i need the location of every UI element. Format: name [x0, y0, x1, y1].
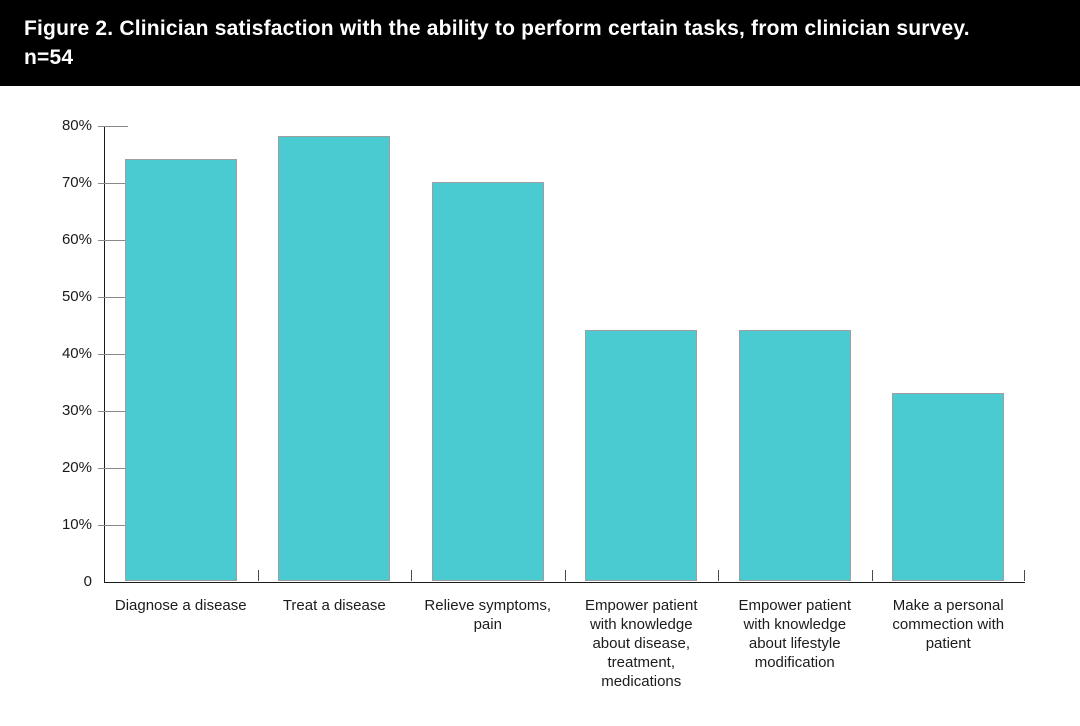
y-tick-label: 30%	[61, 402, 92, 419]
y-tick-label: 70%	[61, 174, 92, 191]
bar-3	[431, 182, 544, 581]
bar-6	[892, 393, 1005, 581]
y-tick-mark	[98, 297, 128, 298]
x-tick-mark	[411, 570, 412, 581]
y-tick-label: 80%	[61, 117, 92, 134]
bar-4	[585, 330, 698, 581]
x-tick-mark	[872, 570, 873, 581]
y-tick-label: 10%	[61, 516, 92, 533]
category-label: Relieve symptoms, pain	[424, 597, 552, 633]
x-tick-mark	[565, 570, 566, 581]
category-label: Treat a disease	[282, 597, 386, 614]
category-label: Make a personal commection with patient	[892, 597, 1005, 652]
bar-2	[278, 136, 391, 581]
y-tick-label: 60%	[61, 231, 92, 248]
y-tick-mark	[98, 126, 128, 127]
y-tick-mark	[98, 525, 128, 526]
figure-title-band: Figure 2. Clinician satisfaction with th…	[0, 0, 1080, 86]
y-tick-label: 50%	[61, 288, 92, 305]
y-tick-mark	[98, 183, 128, 184]
y-tick-mark	[98, 411, 128, 412]
y-tick-label: 0	[83, 573, 92, 590]
category-label: Empower patient with knowledge about lif…	[738, 597, 852, 671]
bar-5	[738, 330, 851, 581]
x-tick-mark	[718, 570, 719, 581]
x-axis-line	[104, 582, 1025, 583]
category-label: Empower patient with knowledge about dis…	[584, 597, 698, 690]
plot-area: 0 10% 20% 30% 40% 50% 60% 70% 80% Diagnose a dis…	[62, 117, 1025, 690]
x-tick-mark	[258, 570, 259, 581]
y-tick-mark	[98, 354, 128, 355]
y-tick-label: 20%	[61, 459, 92, 476]
x-tick-mark	[1024, 570, 1025, 581]
y-tick-mark	[98, 240, 128, 241]
bar-1	[124, 159, 237, 581]
y-tick-mark	[98, 468, 128, 469]
category-label: Diagnose a disease	[114, 597, 247, 614]
y-tick-label: 40%	[61, 345, 92, 362]
figure-title: Figure 2. Clinician satisfaction with th…	[24, 17, 970, 69]
